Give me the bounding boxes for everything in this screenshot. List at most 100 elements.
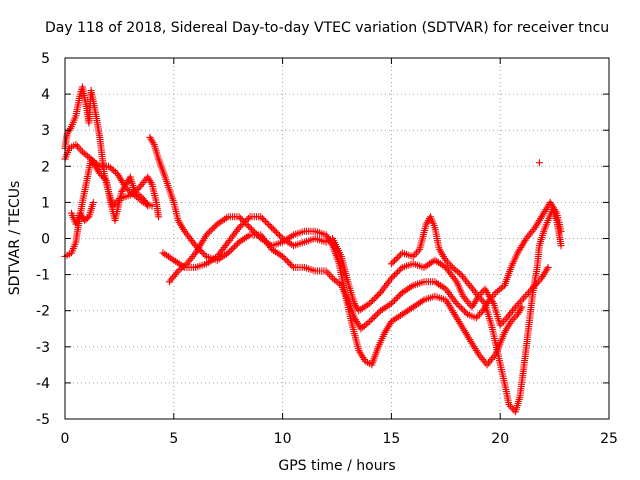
data-point xyxy=(535,159,543,167)
data-point xyxy=(288,262,296,270)
data-point xyxy=(206,228,213,236)
data-point xyxy=(224,249,232,257)
data-point xyxy=(144,202,152,210)
data-point xyxy=(272,228,280,236)
data-point xyxy=(248,225,255,233)
data-point xyxy=(389,273,397,281)
x-tick-label: 10 xyxy=(274,431,292,447)
data-point xyxy=(204,229,212,237)
y-tick-label: 4 xyxy=(41,87,50,103)
x-tick-label: 25 xyxy=(600,431,618,447)
y-tick-label: 3 xyxy=(41,123,50,139)
data-point xyxy=(136,192,144,200)
data-point xyxy=(518,296,526,304)
data-point xyxy=(252,230,260,238)
data-point xyxy=(324,269,332,277)
data-point xyxy=(226,247,234,255)
data-point xyxy=(389,298,397,306)
data-point xyxy=(276,231,283,239)
data-point xyxy=(334,279,342,286)
data-point xyxy=(279,253,287,260)
x-axis-label: GPS time / hours xyxy=(278,458,395,474)
data-point xyxy=(232,241,240,249)
y-tick-label: -4 xyxy=(36,376,50,392)
data-point xyxy=(262,218,269,225)
data-point xyxy=(369,296,377,304)
y-tick-label: 5 xyxy=(41,51,50,67)
data-point xyxy=(327,272,335,280)
data-point xyxy=(265,221,273,229)
data-point xyxy=(557,242,565,250)
series-track-7 xyxy=(165,213,526,369)
data-point xyxy=(375,290,383,298)
data-point xyxy=(454,268,462,276)
data-point xyxy=(237,222,245,230)
series-track-4 xyxy=(68,198,97,228)
data-point xyxy=(229,244,237,252)
data-point xyxy=(367,298,375,306)
data-point xyxy=(364,319,372,327)
data-point xyxy=(392,270,400,278)
series-track-3 xyxy=(61,155,152,260)
data-point xyxy=(544,263,552,271)
data-point xyxy=(478,296,486,304)
data-point xyxy=(411,251,419,259)
data-point xyxy=(391,296,398,304)
data-point xyxy=(372,311,380,319)
data-point xyxy=(394,254,402,262)
y-tick-label: 1 xyxy=(41,195,50,211)
grid xyxy=(65,58,609,419)
y-tick-label: -1 xyxy=(36,268,50,284)
data-point xyxy=(82,151,90,159)
data-point xyxy=(455,269,463,277)
data-point xyxy=(366,318,374,325)
data-point xyxy=(106,164,114,172)
y-axis-label: SDTVAR / TECUs xyxy=(7,181,23,296)
data-point xyxy=(387,300,395,307)
data-point xyxy=(372,293,380,301)
data-point xyxy=(370,295,378,303)
data-point xyxy=(268,224,276,232)
data-point xyxy=(395,252,403,260)
data-point xyxy=(520,294,528,302)
y-tick-label: 2 xyxy=(41,159,50,175)
data-point xyxy=(497,284,505,292)
series-track-9 xyxy=(535,159,543,167)
data-point xyxy=(462,309,470,317)
data-point xyxy=(227,246,235,254)
y-tick-label: -5 xyxy=(36,412,50,428)
data-point xyxy=(395,292,403,300)
data-point xyxy=(258,214,266,222)
data-point xyxy=(244,222,252,230)
data-point xyxy=(198,248,206,256)
data-point xyxy=(457,304,465,312)
data-point xyxy=(373,292,381,300)
data-point xyxy=(459,306,467,314)
data-point xyxy=(282,256,290,264)
data-point xyxy=(237,214,245,222)
data-point xyxy=(207,226,215,234)
data-point xyxy=(280,254,288,262)
data-point xyxy=(373,310,381,318)
data-point xyxy=(394,293,402,301)
data-point xyxy=(516,298,524,306)
data-point xyxy=(257,213,265,221)
data-point xyxy=(325,271,333,279)
data-point xyxy=(391,271,398,279)
data-point xyxy=(454,301,462,309)
data-point xyxy=(392,295,400,303)
data-point xyxy=(510,314,518,322)
data-point xyxy=(108,165,116,173)
data-point xyxy=(269,225,277,233)
series-track-6 xyxy=(159,213,552,329)
axis-ticks: 0 5 10 15 20 25 -5 -4 -3 -2 -1 0 1 2 3 4 5 xyxy=(36,51,618,447)
data-point xyxy=(260,216,268,224)
data-point xyxy=(387,260,395,268)
data-point xyxy=(246,224,254,232)
data-point xyxy=(202,231,210,239)
data-point xyxy=(210,223,218,231)
data-point xyxy=(362,320,370,328)
data-point xyxy=(518,303,526,311)
data-point xyxy=(174,267,182,275)
